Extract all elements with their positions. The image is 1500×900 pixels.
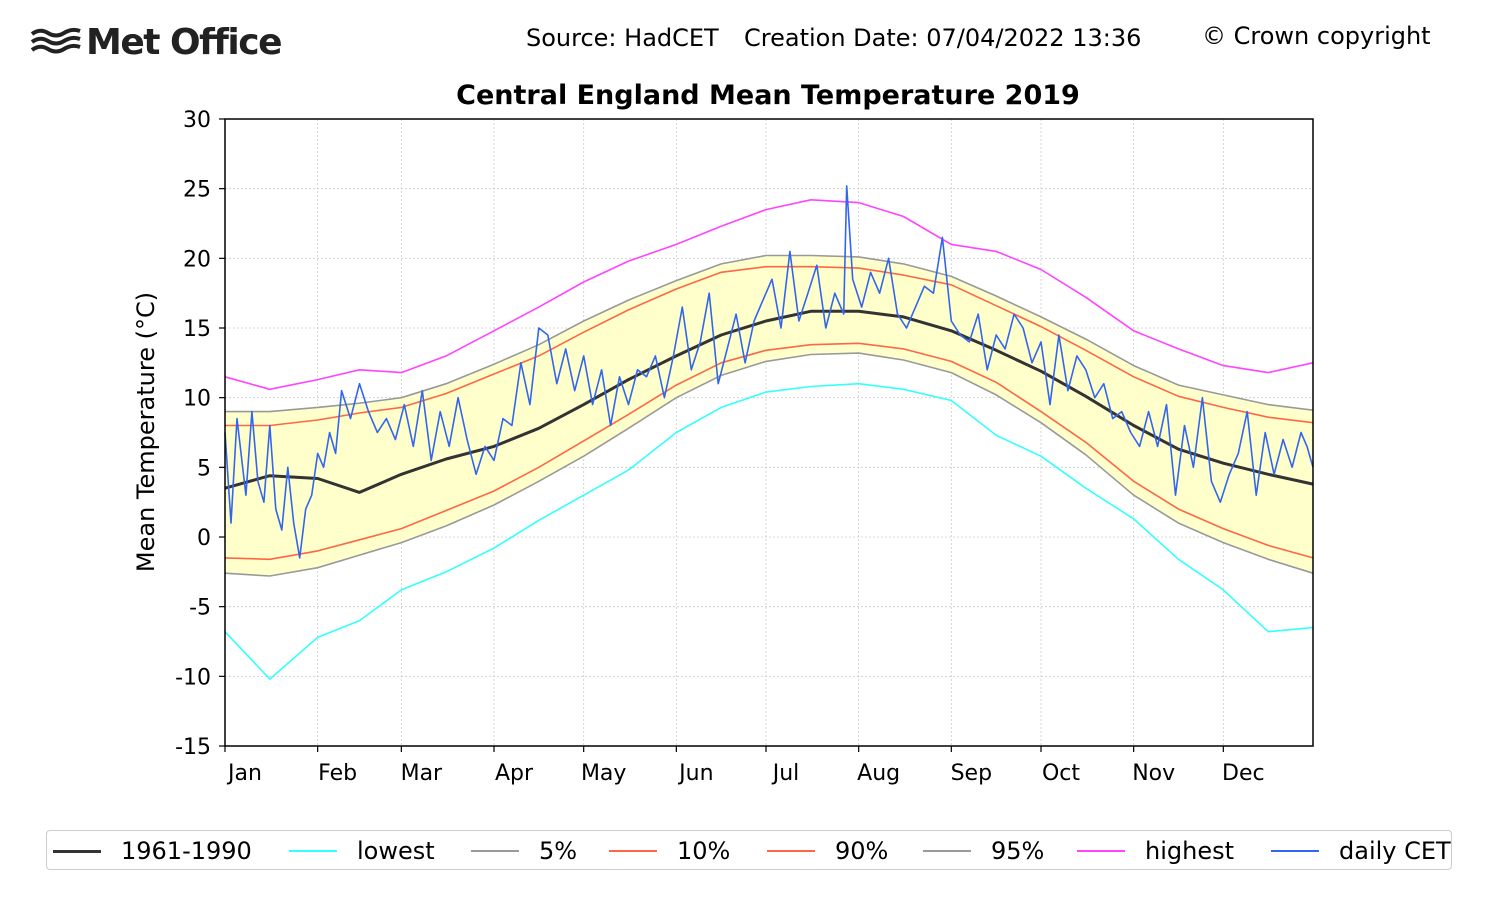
chart-legend: 1961-1990 lowest 5% 10% 90% 95% highest daily C…	[46, 830, 1452, 870]
legend-swatch	[609, 850, 657, 852]
series-line-10	[224, 342, 1314, 561]
y-tick-label: -15	[175, 735, 211, 760]
copyright-text: © Crown copyright	[1202, 22, 1431, 50]
temperature-chart: Central England Mean Temperature 2019 -1…	[132, 80, 1314, 786]
y-tick-label: 15	[183, 317, 211, 342]
legend-label: highest	[1145, 837, 1235, 865]
x-tick-label: Jan	[226, 761, 262, 786]
met-office-logo: Met Office	[30, 21, 283, 63]
legend-label: 5%	[539, 837, 578, 865]
x-tick-label: Apr	[495, 761, 534, 786]
series-line-daily-cet	[224, 185, 1314, 559]
y-tick-label: 30	[183, 108, 211, 133]
legend-label: 10%	[677, 837, 731, 865]
legend-item: highest	[1077, 831, 1234, 871]
series-line-highest	[224, 199, 1314, 391]
y-tick-label: 0	[197, 526, 211, 551]
legend-swatch	[289, 850, 337, 852]
x-tick-label: Jun	[677, 761, 713, 786]
legend-item: 1961-1990	[53, 831, 252, 871]
x-tick-label: Jul	[771, 761, 800, 786]
series-lines	[224, 185, 1314, 680]
source-text: Source: HadCET	[526, 24, 719, 52]
series-line-lowest	[224, 382, 1314, 680]
plot-frame	[224, 118, 1314, 747]
legend-label: 95%	[991, 837, 1045, 865]
percentile-band	[225, 255, 1313, 576]
x-tick-label: Aug	[857, 761, 900, 786]
x-tick-label: Sep	[951, 761, 992, 786]
y-tick-label: 20	[183, 247, 211, 272]
y-tick-label: 10	[183, 387, 211, 412]
met-office-waves-icon	[30, 27, 81, 54]
x-tick-label: Mar	[401, 761, 443, 786]
legend-swatch	[471, 850, 519, 852]
series-line-90	[225, 265, 1314, 427]
legend-swatch	[53, 849, 101, 853]
legend-swatch	[767, 850, 815, 852]
legend-swatch	[1271, 850, 1319, 852]
legend-swatch	[1077, 850, 1125, 852]
legend-label: lowest	[357, 837, 435, 865]
legend-label: 1961-1990	[121, 837, 252, 865]
series-line-1961-1990	[224, 309, 1314, 494]
x-tick-label: Dec	[1222, 761, 1265, 786]
legend-item: lowest	[289, 831, 435, 871]
y-tick-label: 5	[197, 456, 211, 481]
x-tick-label: Nov	[1132, 761, 1175, 786]
legend-label: daily CET	[1339, 837, 1451, 865]
legend-label: 90%	[835, 837, 889, 865]
series-line-95	[225, 254, 1314, 413]
y-axis-label: Mean Temperature (°C)	[132, 292, 160, 572]
series-line-5	[224, 352, 1314, 577]
x-tick-label: May	[581, 761, 626, 786]
legend-swatch	[923, 850, 971, 852]
logo-text: Met Office	[86, 21, 283, 63]
band-5-95	[225, 255, 1313, 576]
y-tick-label: -10	[175, 665, 211, 690]
axes: -15 -10 -5 0 5 10 15 20 25 30 Jan Feb Mar Apr May Jun Ju…	[175, 108, 1265, 786]
x-tick-label: Oct	[1042, 761, 1080, 786]
y-tick-label: 25	[183, 178, 211, 203]
y-tick-label: -5	[189, 596, 211, 621]
x-tick-label: Feb	[318, 761, 357, 786]
creation-date-text: Creation Date: 07/04/2022 13:36	[744, 24, 1142, 52]
legend-item: daily CET	[1271, 831, 1451, 871]
legend-item: 5%	[471, 831, 577, 871]
chart-title: Central England Mean Temperature 2019	[456, 80, 1080, 111]
legend-item: 95%	[923, 831, 1044, 871]
legend-item: 90%	[767, 831, 888, 871]
legend-item: 10%	[609, 831, 730, 871]
